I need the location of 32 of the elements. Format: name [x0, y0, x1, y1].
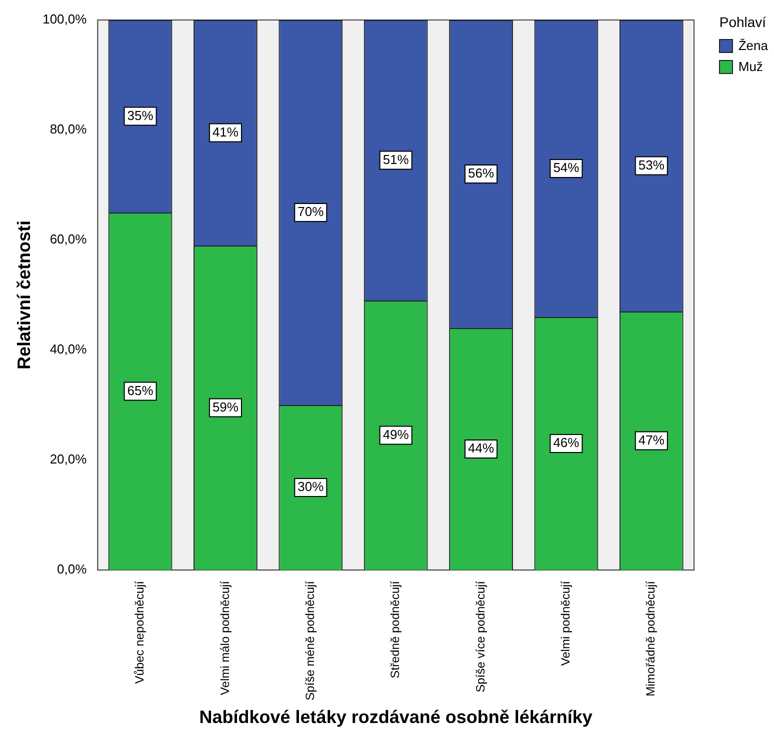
x-tick-label: Spíše více podněcují	[473, 580, 488, 692]
data-label: 35%	[127, 108, 154, 123]
y-axis-title: Relativní četnosti	[14, 220, 34, 370]
data-label: 54%	[553, 160, 580, 176]
data-label: 59%	[212, 399, 239, 414]
data-label: 49%	[382, 426, 410, 442]
data-label: 44%	[468, 440, 494, 456]
data-label: 41%	[212, 124, 239, 140]
data-label: 70%	[298, 204, 324, 220]
x-tick-label: Středně podněcují	[388, 580, 402, 678]
text: Žena	[738, 38, 768, 53]
data-label: 65%	[127, 382, 154, 398]
data-label: 46%	[553, 435, 580, 450]
x-axis-title: Nabídkové letáky rozdávané osobně lékárníky	[199, 707, 592, 728]
x-tick-label: Velmi podněcují	[558, 580, 573, 666]
x-tick-label: Velmi málo podněcují	[218, 580, 232, 696]
x-tick-label: Spíše méně podněcují	[302, 580, 317, 700]
data-label: 51%	[382, 152, 410, 167]
data-label: 30%	[298, 479, 324, 494]
y-tick-label: 80,0%	[50, 122, 88, 137]
x-tick-label: Mimořádně podněcují	[644, 580, 658, 696]
y-tick-label: 20,0%	[50, 452, 88, 467]
legend-label: Muž	[738, 59, 763, 74]
x-tick-label: Vůbec nepodněcují	[132, 580, 147, 684]
y-tick-label: 40,0%	[50, 342, 88, 357]
legend-title: Pohlaví	[719, 14, 768, 30]
y-tick-label: 100,0%	[42, 12, 88, 27]
y-tick-label: 60,0%	[50, 232, 88, 247]
data-label: 56%	[468, 166, 494, 181]
data-label: 53%	[638, 157, 665, 172]
data-label: 47%	[638, 432, 665, 448]
y-tick-label: 0,0%	[57, 562, 88, 577]
